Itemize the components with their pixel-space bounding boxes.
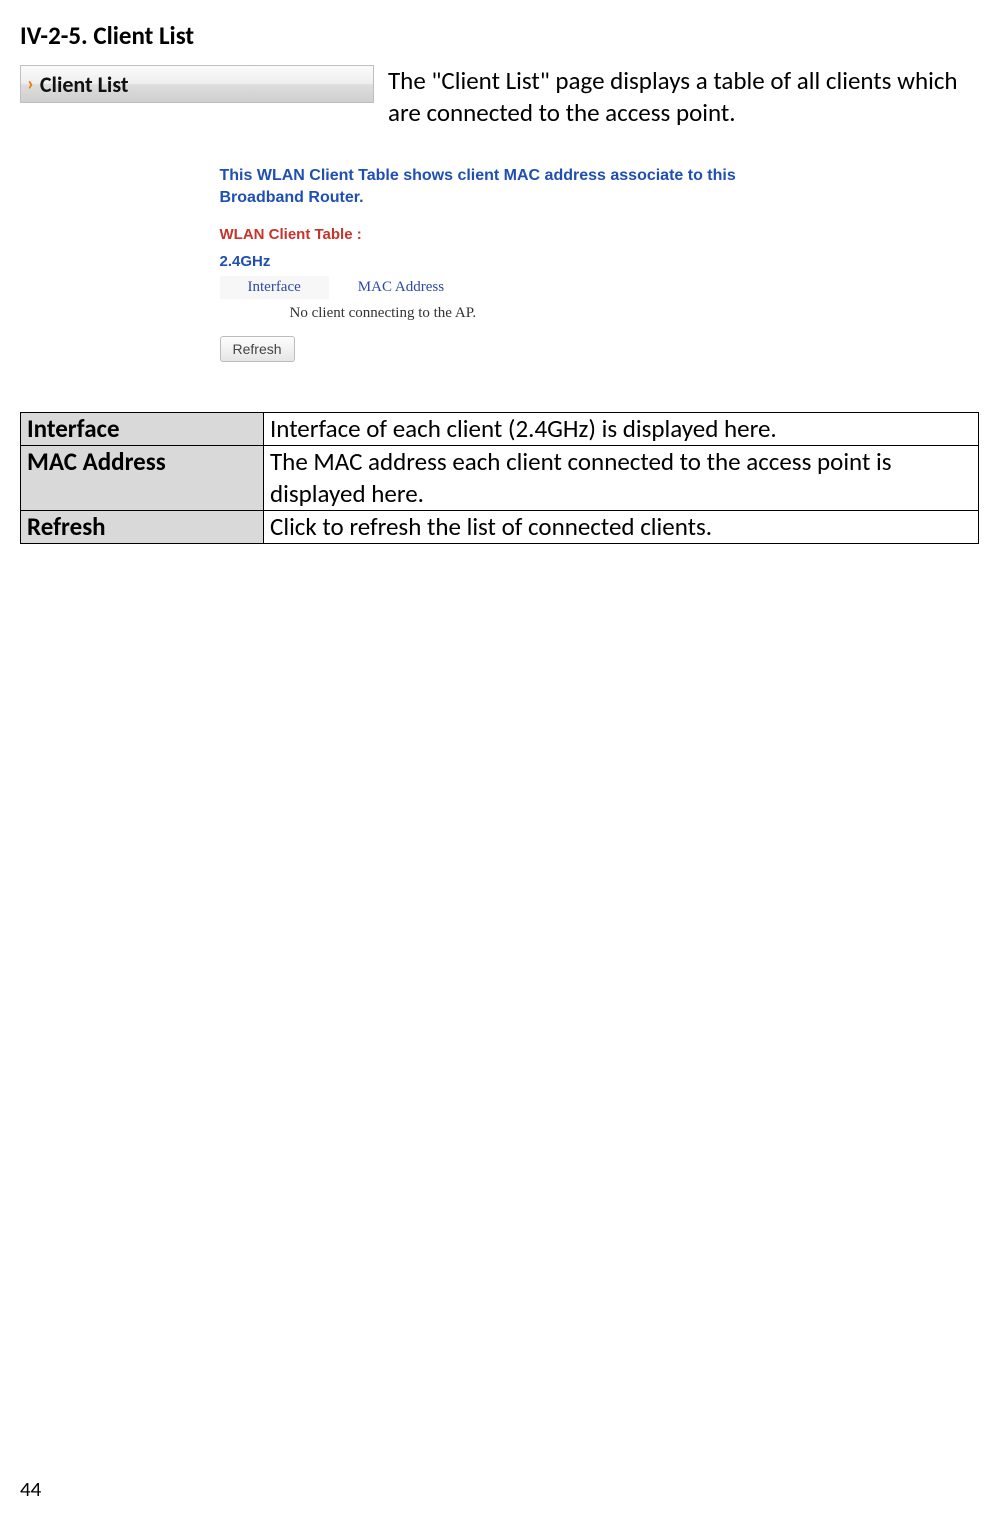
nav-item-client-list[interactable]: › Client List: [20, 65, 374, 103]
chevron-right-icon: ›: [27, 72, 34, 96]
wlan-table-title: WLAN Client Table :: [220, 226, 780, 243]
refresh-button[interactable]: Refresh: [220, 336, 295, 362]
section-heading: IV-2-5. Client List: [20, 20, 979, 51]
intro-block: › Client List The "Client List" page dis…: [20, 65, 979, 129]
definitions-table: Interface Interface of each client (2.4G…: [20, 412, 979, 544]
col-mac-address: MAC Address: [329, 276, 472, 299]
wlan-client-table: Interface MAC Address: [220, 276, 474, 299]
def-term: MAC Address: [21, 446, 264, 511]
def-desc: Click to refresh the list of connected c…: [264, 511, 979, 544]
def-term: Refresh: [21, 511, 264, 544]
page-number: 44: [20, 1476, 41, 1502]
screenshot-description: This WLAN Client Table shows client MAC …: [220, 165, 780, 208]
def-desc: The MAC address each client connected to…: [264, 446, 979, 511]
nav-item-label: Client List: [40, 71, 129, 98]
no-client-text: No client connecting to the AP.: [220, 305, 780, 322]
table-row: MAC Address The MAC address each client …: [21, 446, 979, 511]
table-row: Interface Interface of each client (2.4G…: [21, 413, 979, 446]
intro-text: The "Client List" page displays a table …: [388, 65, 958, 128]
table-row: Refresh Click to refresh the list of con…: [21, 511, 979, 544]
wlan-band-label: 2.4GHz: [220, 253, 780, 270]
col-interface: Interface: [220, 276, 330, 299]
wlan-client-table-screenshot: This WLAN Client Table shows client MAC …: [220, 165, 780, 362]
def-term: Interface: [21, 413, 264, 446]
table-header-row: Interface MAC Address: [220, 276, 473, 299]
def-desc: Interface of each client (2.4GHz) is dis…: [264, 413, 979, 446]
